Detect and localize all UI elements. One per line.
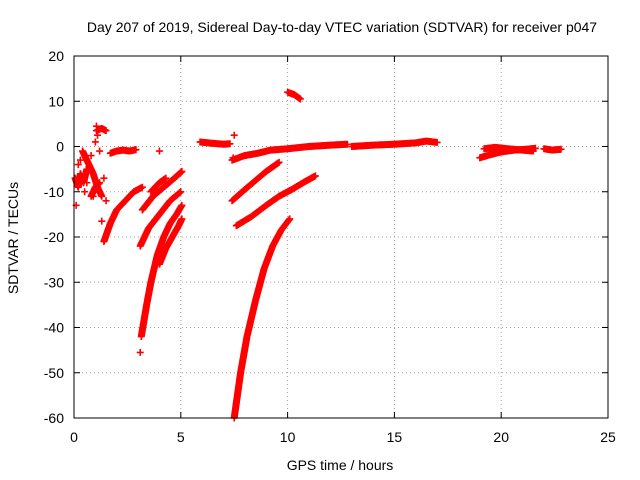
y-tick-label: -40 xyxy=(44,320,64,336)
x-tick-label: 25 xyxy=(600,429,616,445)
data-point xyxy=(529,147,537,155)
series-arc-3 xyxy=(136,188,185,250)
y-tick-label: 10 xyxy=(48,93,64,109)
data-point xyxy=(230,131,238,139)
data-point xyxy=(74,161,82,169)
x-tick-label: 20 xyxy=(493,429,509,445)
data-point xyxy=(96,179,104,187)
data-point xyxy=(81,188,89,196)
data-point xyxy=(138,183,146,191)
y-tick-label: 20 xyxy=(48,48,64,64)
data-point xyxy=(89,192,97,200)
data-point xyxy=(155,147,163,155)
data-point xyxy=(296,95,304,103)
data-point xyxy=(98,217,106,225)
data-point xyxy=(178,201,186,209)
y-tick-label: -60 xyxy=(44,410,64,426)
series-arc-13 xyxy=(348,137,441,150)
x-tick-label: 5 xyxy=(177,429,185,445)
axis-ticks: 0 5 10 15 20 25 20 10 0 -10 -20 -30 -40 -50 -60 xyxy=(44,48,616,445)
data-point xyxy=(77,176,85,184)
data-point xyxy=(178,167,186,175)
series-arc-7 xyxy=(230,215,294,422)
y-tick-label: 0 xyxy=(56,139,64,155)
data-point xyxy=(229,154,237,162)
x-axis-label: GPS time / hours xyxy=(287,457,394,473)
data-point xyxy=(557,145,565,153)
data-point xyxy=(226,140,234,148)
data-point xyxy=(98,192,106,200)
x-tick-label: 15 xyxy=(387,429,403,445)
scattered-points xyxy=(72,122,238,356)
series-arc-15 xyxy=(480,143,537,155)
series-arc-18 xyxy=(79,147,106,200)
y-tick-label: -10 xyxy=(44,184,64,200)
series-arc-17 xyxy=(106,146,140,157)
series-arc-11 xyxy=(228,140,351,164)
data-point xyxy=(275,158,283,166)
grid-lines xyxy=(74,56,608,418)
data-point xyxy=(177,188,185,196)
data-point xyxy=(178,215,186,223)
data-point xyxy=(83,179,91,187)
data-point xyxy=(100,174,108,182)
series-arc-20 xyxy=(92,124,110,135)
data-point xyxy=(286,215,294,223)
series-arc-6 xyxy=(147,174,170,196)
series-arc-9 xyxy=(232,172,319,230)
chart-title: Day 207 of 2019, Sidereal Day-to-day VTE… xyxy=(87,19,597,35)
data-point xyxy=(311,172,319,180)
data-point xyxy=(91,138,99,146)
data-point xyxy=(87,152,95,160)
data-point xyxy=(433,138,441,146)
data-point xyxy=(93,131,101,139)
x-tick-label: 0 xyxy=(70,429,78,445)
y-tick-label: -50 xyxy=(44,365,64,381)
data-point xyxy=(96,147,104,155)
series-arc-1 xyxy=(100,183,146,246)
y-axis-label: SDTVAR / TECUs xyxy=(5,182,21,294)
series-arc-12 xyxy=(196,138,234,148)
series-arc-4 xyxy=(138,167,186,214)
data-point xyxy=(102,127,110,135)
data-point xyxy=(162,174,170,182)
data-point xyxy=(102,197,110,205)
series-arc-10 xyxy=(284,88,304,103)
data-point xyxy=(136,348,144,356)
data-point xyxy=(343,140,351,148)
series-arc-5 xyxy=(155,215,186,268)
data-points xyxy=(71,88,565,422)
series-arc-8 xyxy=(228,158,283,205)
series-arc-16 xyxy=(540,145,565,154)
data-point xyxy=(92,122,100,130)
data-point xyxy=(132,146,140,154)
data-point xyxy=(85,163,93,171)
x-tick-label: 10 xyxy=(280,429,296,445)
series-arc-2 xyxy=(137,201,186,341)
data-point xyxy=(76,156,84,164)
y-tick-label: -20 xyxy=(44,229,64,245)
y-tick-label: -30 xyxy=(44,274,64,290)
